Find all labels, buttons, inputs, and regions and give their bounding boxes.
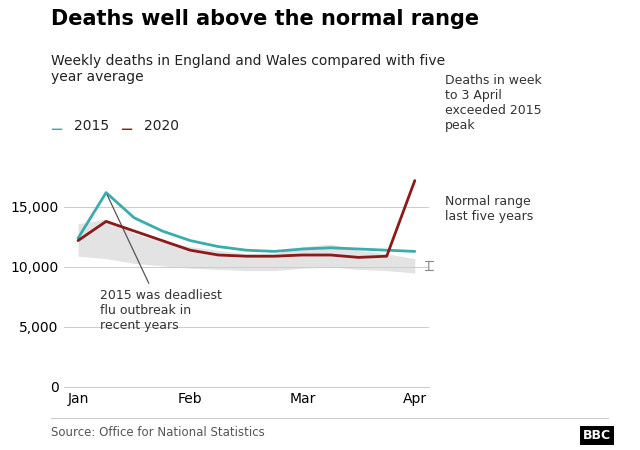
Text: 2020: 2020 [144, 119, 179, 133]
Text: 2015: 2015 [74, 119, 109, 133]
Text: Deaths in week
to 3 April
exceeded 2015
peak: Deaths in week to 3 April exceeded 2015 … [445, 74, 541, 132]
Text: 2015 was deadliest
flu outbreak in
recent years: 2015 was deadliest flu outbreak in recen… [100, 195, 222, 332]
Text: Weekly deaths in England and Wales compared with five
year average: Weekly deaths in England and Wales compa… [51, 54, 445, 84]
Text: Source: Office for National Statistics: Source: Office for National Statistics [51, 426, 265, 439]
Text: ─: ─ [51, 122, 61, 140]
Text: ─: ─ [122, 122, 132, 140]
Text: BBC: BBC [583, 429, 611, 442]
Text: Deaths well above the normal range: Deaths well above the normal range [51, 9, 479, 29]
Text: Normal range
last five years: Normal range last five years [445, 195, 533, 223]
